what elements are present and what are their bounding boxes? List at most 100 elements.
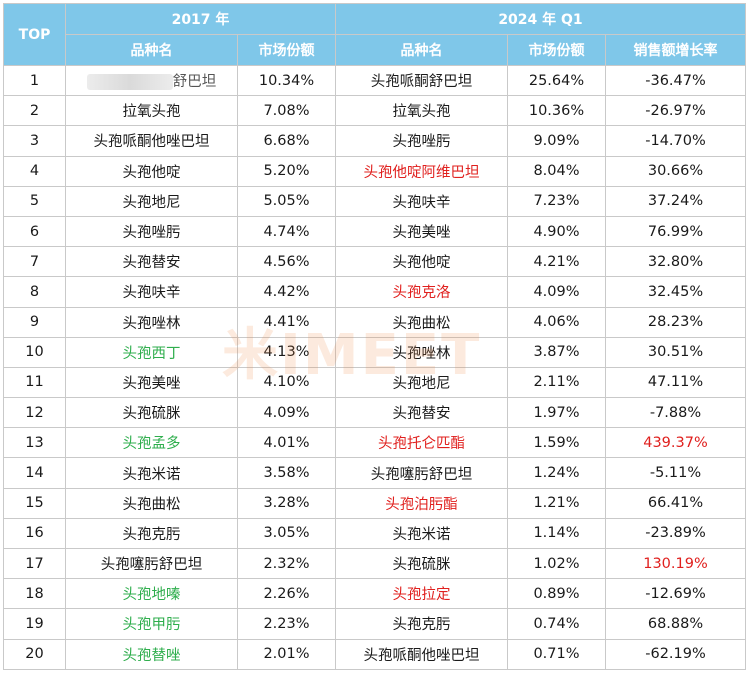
name-2017-cell: 头孢曲松 (65, 487, 238, 519)
col-name-2017: 品种名 (65, 34, 238, 66)
share-2024-cell: 4.09% (507, 276, 606, 308)
growth-cell: 28.23% (605, 306, 746, 338)
name-2024-cell: 头孢哌酮舒巴坦 (335, 64, 508, 97)
table-row: 16 头孢克肟 3.05% 头孢米诺 1.14% -23.89% (3, 517, 746, 550)
name-2017-cell: 头孢唑肟 (65, 215, 238, 248)
name-2024-cell: 头孢唑肟 (335, 125, 508, 157)
share-2017-cell: 3.58% (237, 457, 336, 489)
table-row: 7 头孢替安 4.56% 头孢他啶 4.21% 32.80% (3, 246, 746, 278)
share-2017-cell: 4.09% (237, 397, 336, 429)
rank-cell: 7 (3, 246, 66, 278)
share-2017-cell: 2.32% (237, 547, 336, 580)
share-2017-cell: 4.56% (237, 246, 336, 278)
share-2024-cell: 1.24% (507, 457, 606, 489)
rank-cell: 13 (3, 427, 66, 459)
table-row: 14 头孢米诺 3.58% 头孢噻肟舒巴坦 1.24% -5.11% (3, 457, 746, 489)
name-2017-visible-text: 舒巴坦 (172, 74, 217, 91)
growth-cell: -62.19% (605, 638, 746, 670)
growth-cell: 32.80% (605, 246, 746, 278)
name-2024-cell: 头孢克肟 (335, 608, 508, 640)
growth-cell: -36.47% (605, 64, 746, 97)
rank-cell: 2 (3, 95, 66, 127)
share-2017-cell: 5.20% (237, 155, 336, 187)
name-2024-cell: 头孢泊肟酯 (335, 487, 508, 519)
name-2024-cell: 头孢替安 (335, 397, 508, 429)
table-row: 18 头孢地嗪 2.26% 头孢拉定 0.89% -12.69% (3, 578, 746, 610)
rank-cell: 17 (3, 547, 66, 580)
year-2017-header: 2017 年 (65, 3, 336, 35)
rank-cell: 18 (3, 578, 66, 610)
table-row: 19 头孢甲肟 2.23% 头孢克肟 0.74% 68.88% (3, 608, 746, 640)
share-2017-cell: 3.28% (237, 487, 336, 519)
growth-cell: 37.24% (605, 185, 746, 217)
share-2024-cell: 7.23% (507, 185, 606, 217)
name-2017-cell: 头孢地嗪 (65, 578, 238, 610)
share-2024-cell: 1.14% (507, 517, 606, 550)
name-2017-cell: 拉氧头孢 (65, 95, 238, 127)
name-2017-cell: 头孢硫脒 (65, 397, 238, 429)
growth-cell: 66.41% (605, 487, 746, 519)
top-header: TOP (3, 3, 66, 66)
name-2024-cell: 头孢呋辛 (335, 185, 508, 217)
name-2024-cell: 头孢硫脒 (335, 547, 508, 580)
table-row: 17 头孢噻肟舒巴坦 2.32% 头孢硫脒 1.02% 130.19% (3, 547, 746, 580)
redacted-text (86, 74, 173, 91)
rank-cell: 15 (3, 487, 66, 519)
name-2024-cell: 拉氧头孢 (335, 95, 508, 127)
share-2017-cell: 7.08% (237, 95, 336, 127)
col-share-2024: 市场份额 (507, 34, 606, 66)
rank-cell: 5 (3, 185, 66, 217)
share-2017-cell: 5.05% (237, 185, 336, 217)
table-row: 4 头孢他啶 5.20% 头孢他啶阿维巴坦 8.04% 30.66% (3, 155, 746, 187)
name-2024-cell: 头孢噻肟舒巴坦 (335, 457, 508, 489)
table-row: 9 头孢唑林 4.41% 头孢曲松 4.06% 28.23% (3, 306, 746, 338)
name-2017-cell: 头孢地尼 (65, 185, 238, 217)
table-row: 15 头孢曲松 3.28% 头孢泊肟酯 1.21% 66.41% (3, 487, 746, 519)
share-2024-cell: 4.90% (507, 215, 606, 248)
table-row: 1 舒巴坦 10.34% 头孢哌酮舒巴坦 25.64% -36.47% (3, 64, 746, 97)
share-2017-cell: 3.05% (237, 517, 336, 550)
growth-cell: 68.88% (605, 608, 746, 640)
name-2017-cell: 头孢噻肟舒巴坦 (65, 547, 238, 580)
rank-cell: 14 (3, 457, 66, 489)
rank-cell: 20 (3, 638, 66, 670)
table-row: 2 拉氧头孢 7.08% 拉氧头孢 10.36% -26.97% (3, 95, 746, 127)
name-2017-cell: 头孢美唑 (65, 366, 238, 399)
name-2024-cell: 头孢哌酮他唑巴坦 (335, 638, 508, 670)
year-2024-header: 2024 年 Q1 (335, 3, 746, 35)
growth-cell: -5.11% (605, 457, 746, 489)
name-2024-cell: 头孢美唑 (335, 215, 508, 248)
name-2017-cell: 头孢替安 (65, 246, 238, 278)
share-2017-cell: 6.68% (237, 125, 336, 157)
table-row: 5 头孢地尼 5.05% 头孢呋辛 7.23% 37.24% (3, 185, 746, 217)
rank-cell: 1 (3, 64, 66, 97)
name-2024-cell: 头孢他啶 (335, 246, 508, 278)
rank-cell: 9 (3, 306, 66, 338)
share-2024-cell: 3.87% (507, 336, 606, 368)
share-2017-cell: 10.34% (237, 64, 336, 97)
name-2024-cell: 头孢他啶阿维巴坦 (335, 155, 508, 187)
share-2024-cell: 4.06% (507, 306, 606, 338)
share-2017-cell: 2.23% (237, 608, 336, 640)
share-2017-cell: 4.41% (237, 306, 336, 338)
table-row: 10 头孢西丁 4.13% 头孢唑林 3.87% 30.51% (3, 336, 746, 368)
table-row: 6 头孢唑肟 4.74% 头孢美唑 4.90% 76.99% (3, 215, 746, 248)
rank-cell: 16 (3, 517, 66, 550)
table-body: 1 舒巴坦 10.34% 头孢哌酮舒巴坦 25.64% -36.47% 2 拉氧头孢 7.08%… (3, 64, 746, 670)
col-share-2017: 市场份额 (237, 34, 336, 66)
rank-cell: 3 (3, 125, 66, 157)
ranking-table: TOP 2017 年 2024 年 Q1 品种名 市场份额 品种名 市场份额 销… (3, 3, 746, 670)
share-2017-cell: 4.42% (237, 276, 336, 308)
name-2017-cell: 头孢他啶 (65, 155, 238, 187)
growth-cell: 130.19% (605, 547, 746, 580)
share-2024-cell: 9.09% (507, 125, 606, 157)
name-2017-cell: 头孢替唑 (65, 638, 238, 670)
name-2024-cell: 头孢曲松 (335, 306, 508, 338)
share-2017-cell: 2.26% (237, 578, 336, 610)
share-2024-cell: 1.02% (507, 547, 606, 580)
share-2024-cell: 1.97% (507, 397, 606, 429)
share-2024-cell: 10.36% (507, 95, 606, 127)
share-2024-cell: 1.21% (507, 487, 606, 519)
rank-cell: 19 (3, 608, 66, 640)
growth-cell: 47.11% (605, 366, 746, 399)
